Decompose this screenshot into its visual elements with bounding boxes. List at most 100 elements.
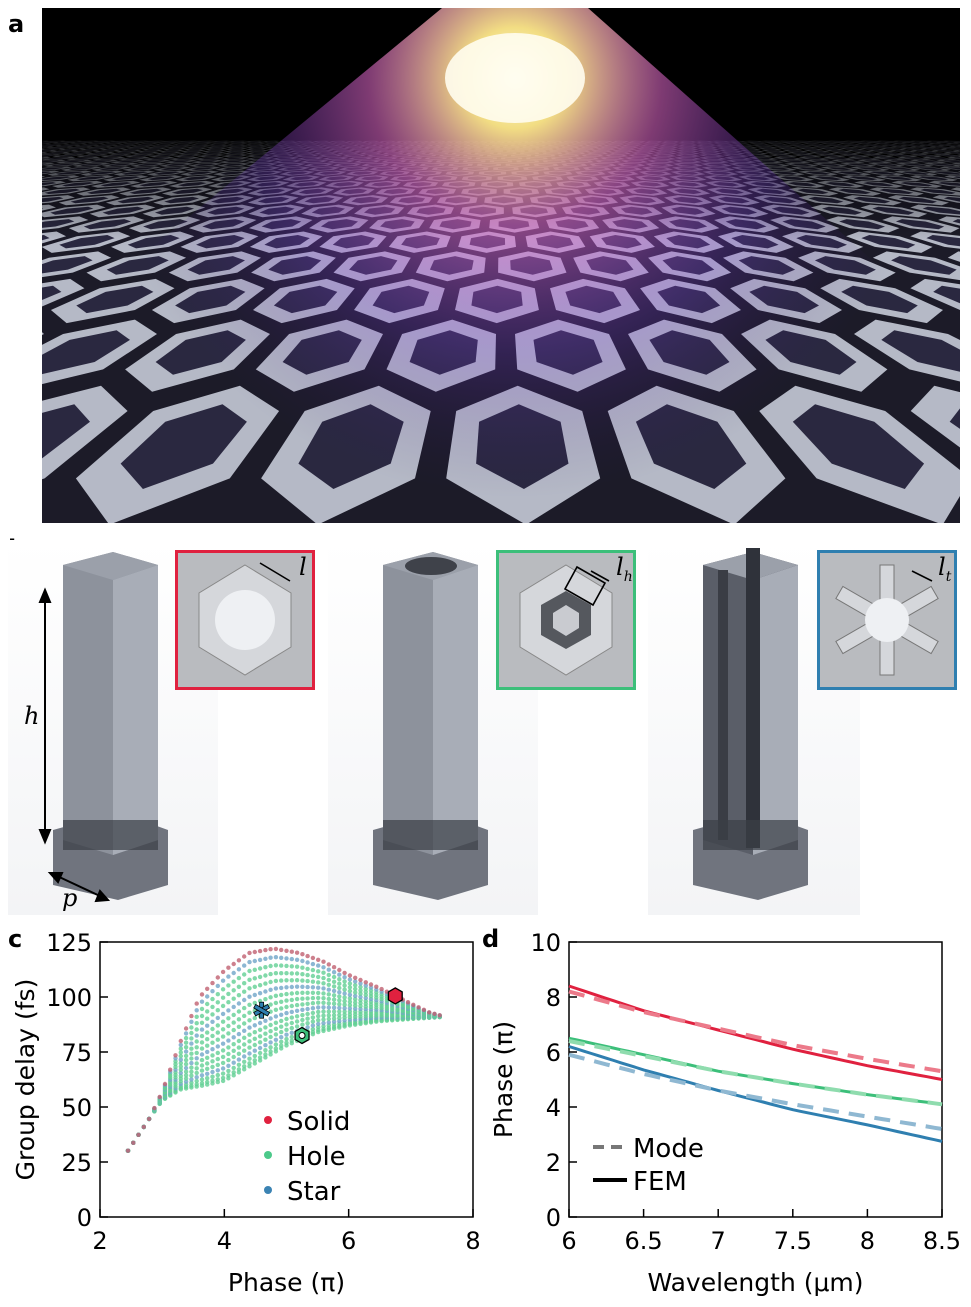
light-beam <box>42 8 960 523</box>
hole-data-point <box>199 1020 205 1025</box>
star-data-point <box>305 1025 310 1030</box>
hole-data-point <box>321 1017 326 1022</box>
hole-data-point <box>252 1061 257 1066</box>
hole-data-point <box>247 1056 252 1061</box>
hole-data-point <box>337 1009 342 1014</box>
plot-frame <box>99 941 474 1218</box>
hole-data-point <box>178 1060 183 1066</box>
star-data-point <box>247 994 252 999</box>
hole-data-point <box>220 1071 226 1076</box>
hole-data-point <box>268 1002 273 1007</box>
hole-data-point <box>279 1043 284 1048</box>
pillar-side <box>433 565 478 855</box>
hole-data-point <box>189 1051 194 1056</box>
hole-data-point <box>268 1049 273 1054</box>
star-data-point <box>189 1060 194 1066</box>
star-data-point <box>326 1005 331 1010</box>
hole-data-point <box>231 1012 236 1018</box>
dimension-arrows <box>38 587 111 903</box>
hole-wall-subscript: h <box>623 568 633 585</box>
star-data-point <box>353 1006 358 1011</box>
hole-data-point <box>194 1027 199 1032</box>
solid-mode-line <box>568 989 943 1074</box>
hole-data-point <box>210 1012 215 1017</box>
pillar-shadow <box>383 820 478 850</box>
hole-data-point <box>353 1000 358 1005</box>
hole-data-point <box>294 1024 300 1029</box>
hole-data-point <box>268 963 273 969</box>
star-data-point <box>183 1065 189 1071</box>
hole-data-point <box>199 1081 205 1086</box>
hole-fem-line <box>568 1036 943 1106</box>
hole-data-point <box>252 1053 257 1059</box>
hole-data-point <box>263 965 268 970</box>
star-data-point <box>215 1044 220 1049</box>
hole-data-point <box>316 1009 321 1015</box>
solid-data-point <box>305 953 310 959</box>
legend-label-mode: Mode <box>633 1134 704 1164</box>
star-data-point <box>231 970 236 976</box>
hole-data-point <box>226 1051 231 1057</box>
hole-data-point <box>242 1035 247 1040</box>
hole-data-point <box>284 1040 289 1045</box>
hole-data-point <box>189 1046 194 1051</box>
hole-data-point <box>189 1036 194 1041</box>
star-arm <box>718 570 728 840</box>
solid-data-point <box>321 959 326 964</box>
hole-data-point <box>316 995 321 1001</box>
hole-data-point <box>242 1064 247 1069</box>
star-data-point <box>194 1033 199 1038</box>
hole-data-point <box>242 989 247 994</box>
hole-data-point <box>342 995 347 1000</box>
hole-data-point <box>252 967 257 972</box>
hole-data-point <box>305 978 310 984</box>
hole-data-point <box>210 1064 215 1070</box>
hole-data-point <box>289 971 294 976</box>
star-data-point <box>242 1028 247 1033</box>
hole-data-point <box>242 1059 247 1064</box>
hole-data-point <box>347 988 353 994</box>
star-data-point <box>183 1049 189 1054</box>
hole-data-point <box>257 974 263 980</box>
star-data-point <box>252 992 257 998</box>
star-center <box>865 598 909 642</box>
star-data-point <box>220 1041 226 1046</box>
solid-data-point <box>252 949 257 955</box>
hole-data-point <box>220 1027 226 1032</box>
solid-data-point <box>368 982 374 987</box>
star-data-point <box>284 956 289 961</box>
hole-data-point <box>310 1026 316 1032</box>
hole-wall-label: lh <box>616 553 633 585</box>
solid-data-point <box>284 948 289 953</box>
y-tick-label: 100 <box>46 984 92 1012</box>
hole-data-point <box>199 1040 205 1045</box>
hole-data-point <box>358 988 363 993</box>
star-data-point <box>337 972 342 977</box>
solid-data-point <box>268 947 273 952</box>
hole-data-point <box>342 987 347 992</box>
hole-data-point <box>236 1062 242 1067</box>
legend-marker-hole <box>264 1151 272 1159</box>
hole-data-point <box>236 1017 242 1022</box>
star-data-point <box>342 1006 347 1011</box>
star-data-point <box>252 1048 257 1053</box>
star-data-point <box>194 1075 199 1080</box>
hole-data-point <box>236 1067 242 1072</box>
solid-data-point <box>326 962 331 967</box>
hole-data-point <box>310 973 316 979</box>
star-data-point <box>242 1054 247 1059</box>
star-data-point <box>337 1005 342 1011</box>
star-data-point <box>210 1019 215 1024</box>
hole-inset <box>496 550 636 690</box>
hole-data-point <box>279 992 284 998</box>
hole-data-point <box>305 966 310 972</box>
hole-data-point <box>205 1061 210 1066</box>
hole-data-point <box>263 981 268 986</box>
solid-data-point <box>411 1002 416 1007</box>
hole-data-point <box>310 995 316 1001</box>
hole-data-point <box>268 979 273 985</box>
star-data-point <box>310 961 316 967</box>
hole-data-point <box>242 981 247 986</box>
hole-data-point <box>284 1027 289 1032</box>
hole-data-point <box>178 1067 183 1072</box>
